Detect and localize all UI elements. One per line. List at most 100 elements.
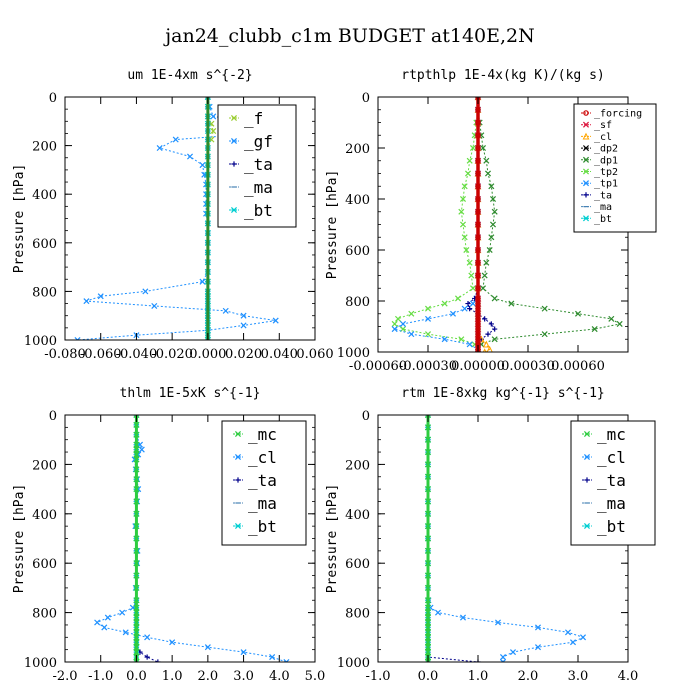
x-tick-label: 0.00060 <box>551 359 605 374</box>
data-point <box>424 461 432 468</box>
data-point <box>534 644 542 651</box>
series-line-ta <box>427 415 479 662</box>
data-point <box>424 584 432 591</box>
data-point <box>424 547 432 554</box>
data-point <box>133 649 140 656</box>
data-point <box>240 649 247 656</box>
data-point <box>434 609 442 616</box>
data-point <box>133 415 140 419</box>
x-tick-label: 3.0 <box>233 669 254 684</box>
data-point <box>155 659 161 662</box>
legend-entry: _forcing <box>594 109 642 120</box>
data-point <box>133 619 140 626</box>
legend-entry: _cl <box>597 448 626 467</box>
legend-marker <box>230 206 238 214</box>
y-tick-label: 0 <box>49 91 57 106</box>
data-point <box>424 609 432 616</box>
legend-entry: _dp1 <box>594 155 618 166</box>
legend-marker <box>583 522 591 530</box>
data-point <box>424 639 432 646</box>
data-point <box>461 234 468 241</box>
data-point <box>172 136 179 143</box>
data-point <box>475 272 481 279</box>
data-point <box>463 246 470 254</box>
legend-entry: _tp2 <box>594 167 618 178</box>
data-point <box>138 446 145 453</box>
data-point <box>210 113 217 120</box>
data-point <box>74 336 81 340</box>
legend-marker <box>582 121 590 128</box>
legend-entry: _mc <box>597 425 626 444</box>
series-line-tp2 <box>393 97 479 352</box>
y-tick-label: 0 <box>49 409 57 424</box>
data-point <box>222 307 229 314</box>
legend-box <box>573 103 657 233</box>
data-point <box>199 162 206 169</box>
panel-title: thlm 1E-5xK s^{-1} <box>120 386 261 401</box>
data-point <box>424 619 432 626</box>
data-point <box>199 278 206 285</box>
data-point <box>449 310 457 317</box>
data-point <box>133 584 140 591</box>
y-tick-label: 600 <box>345 557 370 572</box>
data-point <box>169 639 176 646</box>
x-tick-label: 0.040 <box>261 347 298 362</box>
y-tick-label: 1000 <box>24 656 57 671</box>
data-point <box>424 604 432 611</box>
series-group <box>424 415 587 662</box>
panel-title: rtm 1E-8xkg kg^{-1} s^{-1} <box>401 386 605 401</box>
data-point <box>579 634 587 641</box>
legend-marker <box>231 161 237 167</box>
data-point <box>94 619 101 626</box>
series-group <box>391 97 623 352</box>
x-tick-label: 2.0 <box>518 669 539 684</box>
y-tick-label: 200 <box>32 458 57 473</box>
series-group <box>74 97 297 340</box>
legend-entry: _tp1 <box>594 179 618 190</box>
data-point <box>186 153 194 160</box>
legend-marker <box>234 453 242 461</box>
data-point <box>424 624 432 631</box>
data-point <box>104 614 111 621</box>
data-point <box>133 547 140 554</box>
figure-suptitle: jan24_clubb_c1m BUDGET at140E,2N <box>163 25 535 47</box>
data-point <box>469 300 477 307</box>
data-point <box>481 272 488 279</box>
x-tick-label: -0.020 <box>151 347 193 362</box>
data-point <box>424 331 432 338</box>
data-point <box>144 654 150 660</box>
data-point <box>475 305 481 312</box>
series-line-cl <box>427 415 585 662</box>
data-point <box>475 209 481 215</box>
legend-marker <box>234 430 242 438</box>
data-point <box>475 310 481 317</box>
legend-marker <box>582 168 590 175</box>
data-point <box>133 476 140 483</box>
data-point <box>204 336 211 340</box>
data-point <box>475 247 481 253</box>
y-axis-label: Pressure [hPa] <box>12 484 27 594</box>
data-point <box>569 639 577 646</box>
legend-entry: _bt <box>597 517 626 536</box>
series-line-gf <box>77 97 294 340</box>
data-point <box>133 609 140 616</box>
data-point <box>508 300 515 307</box>
data-point <box>469 285 477 292</box>
data-point <box>283 658 290 662</box>
data-point <box>488 183 495 190</box>
data-point <box>499 654 507 661</box>
x-tick-label: -0.040 <box>116 347 158 362</box>
data-point <box>424 597 432 604</box>
data-point <box>475 316 481 322</box>
data-point <box>122 629 129 636</box>
legend-entry: _ta <box>597 471 626 490</box>
data-point <box>394 315 402 322</box>
data-point <box>475 107 481 113</box>
y-tick-label: 600 <box>32 237 57 252</box>
data-point <box>465 300 471 307</box>
data-point <box>492 326 498 332</box>
data-point <box>464 170 472 177</box>
data-point <box>424 486 432 493</box>
y-tick-label: 1000 <box>337 346 370 361</box>
data-point <box>491 336 498 343</box>
